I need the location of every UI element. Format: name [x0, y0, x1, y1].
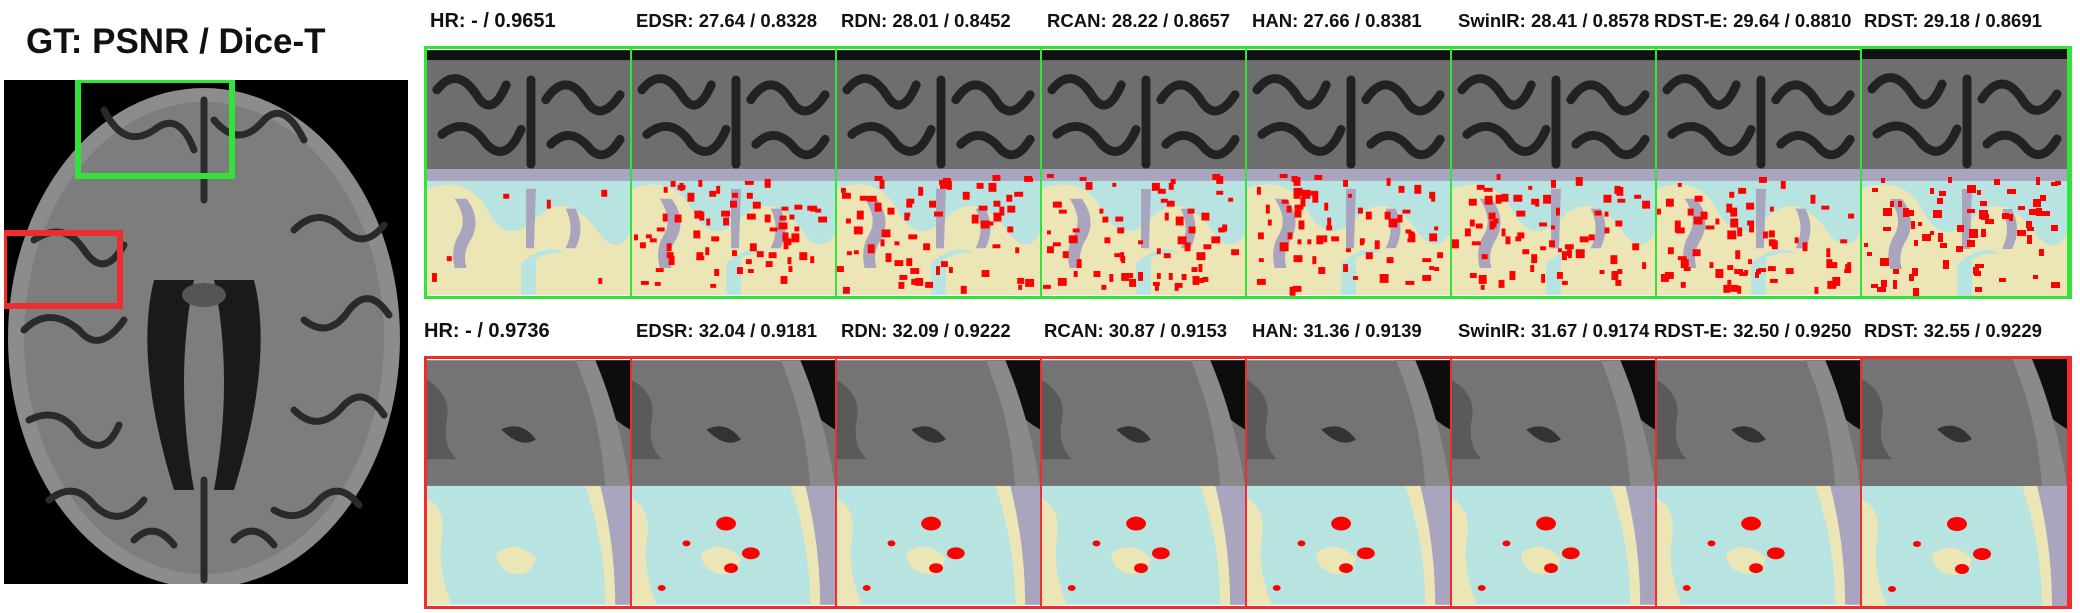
green-label-han: HAN: 27.66 / 0.8381 — [1252, 10, 1422, 31]
red-tile-han — [1247, 359, 1452, 606]
red-label-rdst-e: RDST-E: 32.50 / 0.9250 — [1654, 320, 1852, 341]
gt-title: GT: PSNR / Dice-T — [26, 22, 326, 61]
green-tile-hr — [427, 49, 632, 296]
red-label-rdst: RDST: 32.55 / 0.9229 — [1864, 320, 2042, 341]
brain-mri-illustration — [4, 80, 408, 584]
red-label-rcan: RCAN: 30.87 / 0.9153 — [1044, 320, 1228, 341]
red-label-edsr: EDSR: 32.04 / 0.9181 — [636, 320, 817, 341]
green-tile-swinir — [1452, 49, 1657, 296]
green-tile-rcan — [1042, 49, 1247, 296]
ground-truth-brain-mri — [4, 80, 408, 584]
red-tile-edsr — [632, 359, 837, 606]
green-tile-han — [1247, 49, 1452, 296]
green-tile-rdst — [1862, 49, 2067, 296]
green-label-edsr: EDSR: 27.64 / 0.8328 — [636, 10, 817, 31]
red-tile-rcan — [1042, 359, 1247, 606]
green-tile-rdst-e — [1657, 49, 1862, 296]
red-label-swinir: SwinIR: 31.67 / 0.9174 — [1458, 320, 1650, 341]
red-label-rdn: RDN: 32.09 / 0.9222 — [841, 320, 1011, 341]
red-label-han: HAN: 31.36 / 0.9139 — [1252, 320, 1422, 341]
red-row-labels: HR: - / 0.9736 EDSR: 32.04 / 0.9181 RDN:… — [424, 320, 2074, 350]
red-label-hr: HR: - / 0.9736 — [424, 320, 550, 342]
green-tile-rdn — [837, 49, 1042, 296]
red-tile-swinir — [1452, 359, 1657, 606]
red-tile-rdst — [1862, 359, 2067, 606]
red-tile-rdst-e — [1657, 359, 1862, 606]
green-label-rdst-e: RDST-E: 29.64 / 0.8810 — [1654, 10, 1852, 31]
green-row-labels: HR: - / 0.9651 EDSR: 27.64 / 0.8328 RDN:… — [424, 10, 2074, 40]
red-tile-hr — [427, 359, 632, 606]
green-label-rdn: RDN: 28.01 / 0.8452 — [841, 10, 1011, 31]
green-label-hr: HR: - / 0.9651 — [430, 10, 556, 32]
green-label-rdst: RDST: 29.18 / 0.8691 — [1864, 10, 2042, 31]
green-label-rcan: RCAN: 28.22 / 0.8657 — [1047, 10, 1231, 31]
red-tile-rdn — [837, 359, 1042, 606]
green-tile-edsr — [632, 49, 837, 296]
green-label-swinir: SwinIR: 28.41 / 0.8578 — [1458, 10, 1650, 31]
red-region-comparison-row — [424, 356, 2072, 609]
green-region-comparison-row — [424, 46, 2072, 299]
